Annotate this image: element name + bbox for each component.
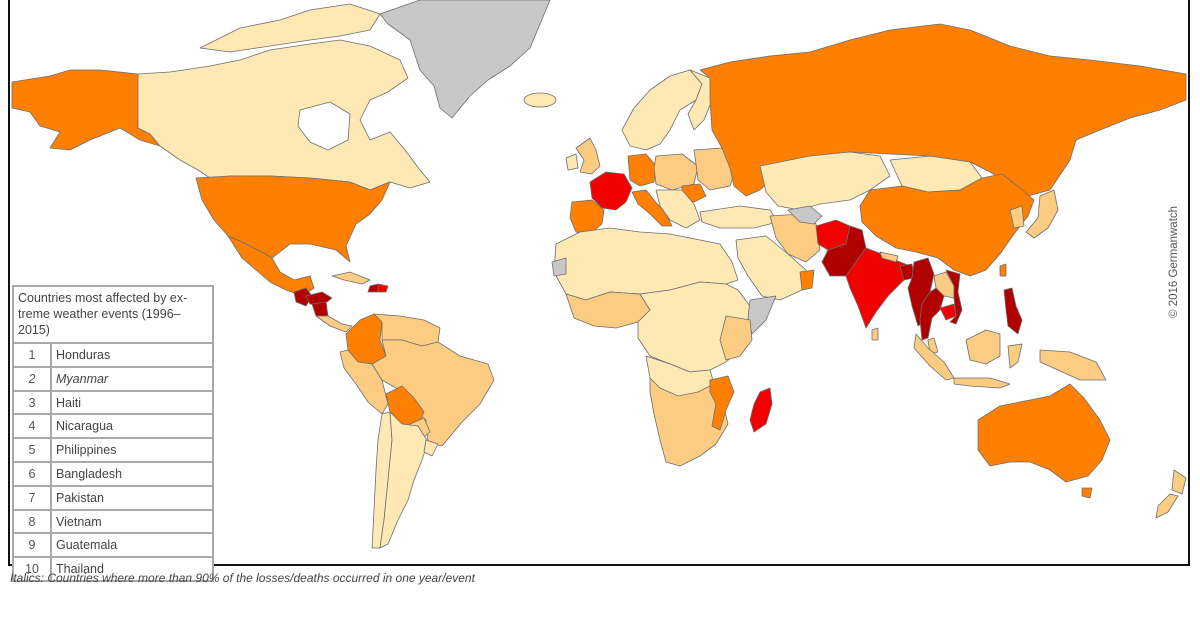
legend-rank: 1 [14,344,52,366]
region-haiti [367,283,379,293]
legend-rank: 2 [14,367,52,390]
legend-rank: 6 [14,462,52,485]
region-central-africa [637,281,751,373]
legend-country: Haiti [56,395,82,410]
region-uruguay [423,439,439,457]
region-uk-ireland [575,137,601,175]
legend-rank: 8 [14,510,52,533]
legend-country: Guatemala [56,538,118,553]
region-greenland [379,0,551,119]
region-germany [627,153,657,187]
region-kazakhstan [759,151,891,211]
region-china [859,173,1035,277]
legend-row: 9 Guatemala [14,534,212,559]
region-new-zealand-north [1171,469,1187,495]
legend-row: 2 Myanmar [14,367,212,392]
copyright-credit: © 2016 Germanwatch [1168,205,1180,318]
region-cuba [331,271,371,285]
region-horn-of-africa [747,295,777,335]
region-papua-new-guinea [1039,349,1107,381]
region-costa-rica-panama [315,315,353,333]
region-australia [977,383,1111,483]
legend-row: 7 Pakistan [14,486,212,511]
region-new-zealand-south [1155,493,1179,519]
region-java [953,377,1011,389]
region-tasmania [1081,487,1093,499]
region-sumatra [913,333,955,381]
region-canada-arctic [199,3,381,53]
legend-country: Honduras [56,348,111,362]
region-thailand [919,287,945,341]
region-angola-zambia [645,355,715,397]
region-argentina [379,411,429,549]
world-map [11,0,1187,549]
region-sri-lanka [871,327,879,341]
region-spain-portugal [569,199,605,235]
legend-country: Myanmar [56,371,109,386]
footnote: Italics: Countries where more than 90% o… [10,571,475,585]
legend-country: Vietnam [56,514,102,529]
legend-row: 6 Bangladesh [14,462,212,487]
legend-row: 1 Honduras [14,344,212,368]
region-turkey [699,205,779,229]
legend-title: Countries most affected by ex- treme wea… [14,287,212,344]
legend-country: Pakistan [56,490,104,505]
legend-row: 3 Haiti [14,391,212,416]
legend-rank: 3 [14,391,52,414]
legend-country: Philippines [56,443,117,458]
region-dominican-republic [377,283,389,293]
legend-title-line-1: Countries most affected by ex- [18,291,188,305]
region-canada [137,39,431,191]
legend-row: 10 Thailand [14,558,212,580]
legend-row: 8 Vietnam [14,510,212,535]
region-west-africa [565,291,651,329]
region-brazil [371,339,495,447]
legend-rank: 7 [14,486,52,509]
region-france [589,171,633,211]
region-ireland [565,153,579,171]
legend-country: Bangladesh [56,466,123,481]
legend-rank: 10 [14,558,52,580]
legend-rank: 4 [14,415,52,438]
region-taiwan [999,263,1007,277]
region-korea [1009,205,1025,229]
legend-row: 4 Nicaragua [14,415,212,440]
region-oman [799,269,815,291]
legend-rank: 9 [14,534,52,557]
region-mexico [227,235,315,297]
legend-table: Countries most affected by ex- treme wea… [12,285,214,582]
region-western-sahara [551,257,567,277]
legend-row: 5 Philippines [14,439,212,463]
region-nicaragua [311,301,329,317]
region-east-africa [719,315,753,361]
region-madagascar [749,387,773,433]
legend-country: Thailand [56,562,104,577]
region-balkans [655,189,701,229]
region-vietnam [945,269,963,325]
legend-country: Nicaragua [56,419,113,434]
region-sulawesi [1007,343,1023,369]
region-hudson-bay [297,101,351,151]
region-iceland [523,92,557,108]
legend-rank: 5 [14,439,52,461]
region-nepal [879,251,899,263]
region-borneo [965,329,1001,365]
region-alaska [11,69,161,151]
region-philippines [1003,287,1023,335]
region-russia [699,23,1187,197]
region-arabian-peninsula [735,235,807,301]
region-turkmenistan-area [787,205,823,225]
region-italy [631,189,673,227]
region-mozambique [709,375,735,431]
region-usa [195,175,391,263]
region-cambodia [939,303,957,321]
region-japan [1025,189,1059,239]
legend-title-line-2: treme weather events (1996–2015) [18,307,181,337]
